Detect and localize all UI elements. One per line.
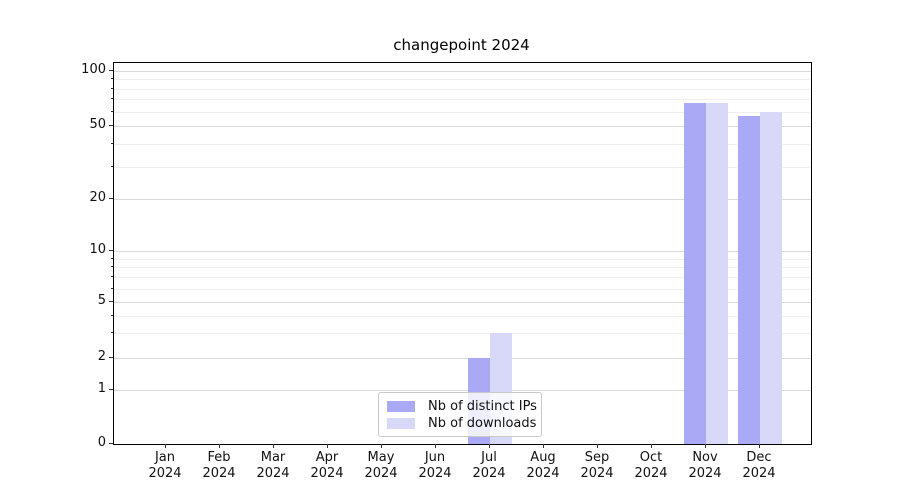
- grid-layer: [114, 63, 811, 444]
- y-axis-tick: [109, 125, 113, 126]
- bar-distinct-ips: [684, 102, 706, 444]
- gridline-minor: [114, 277, 811, 279]
- y-axis-tick-label: 2: [97, 349, 106, 364]
- gridline-major: [114, 251, 811, 252]
- y-axis-minor-tick: [111, 110, 113, 112]
- x-axis-tick: [327, 444, 328, 448]
- x-axis-tick-label: Jan 2024: [148, 450, 182, 481]
- x-axis-tick-label: Dec 2024: [742, 450, 776, 481]
- y-axis-minor-tick: [111, 165, 113, 167]
- plot-area: [113, 62, 812, 445]
- gridline-major: [114, 71, 811, 72]
- legend-swatch-distinct-ips: [387, 400, 415, 412]
- x-axis-tick-label: Jun 2024: [418, 450, 452, 481]
- gridline-minor: [114, 288, 811, 290]
- bar-downloads: [706, 102, 728, 444]
- y-axis-minor-tick: [111, 266, 113, 268]
- y-axis-tick: [109, 389, 113, 390]
- legend-item: Nb of downloads: [387, 415, 537, 431]
- y-axis-minor-tick: [111, 276, 113, 278]
- y-axis-tick-label: 100: [81, 62, 106, 77]
- gridline-minor: [114, 99, 811, 101]
- y-axis-minor-tick: [111, 98, 113, 100]
- y-axis-tick-label: 5: [97, 293, 106, 308]
- legend-item: Nb of distinct IPs: [387, 398, 537, 414]
- y-axis-tick: [109, 301, 113, 302]
- y-axis-minor-tick: [111, 287, 113, 289]
- x-axis-tick: [165, 444, 166, 448]
- x-axis-tick-label: Aug 2024: [526, 450, 560, 481]
- legend-swatch-downloads: [387, 417, 415, 429]
- y-axis-tick-label: 10: [89, 242, 106, 257]
- gridline-minor: [114, 88, 811, 90]
- legend: Nb of distinct IPs Nb of downloads: [378, 392, 542, 437]
- gridline-major: [114, 199, 811, 200]
- legend-label-downloads: Nb of downloads: [428, 415, 537, 431]
- gridline-minor: [114, 111, 811, 113]
- y-axis-minor-tick: [111, 314, 113, 316]
- gridline-minor: [114, 79, 811, 81]
- gridline-major: [114, 358, 811, 359]
- y-axis-minor-tick: [111, 78, 113, 80]
- y-axis-tick: [109, 70, 113, 71]
- gridline-minor: [114, 267, 811, 269]
- y-axis-tick: [109, 443, 113, 444]
- bar-distinct-ips: [738, 115, 760, 444]
- x-axis-tick-label: Feb 2024: [202, 450, 236, 481]
- gridline-major: [114, 126, 811, 127]
- x-axis-tick-label: Oct 2024: [634, 450, 668, 481]
- y-axis-tick-label: 20: [89, 190, 106, 205]
- x-axis-tick: [651, 444, 652, 448]
- y-axis-tick: [109, 198, 113, 199]
- y-axis-tick-label: 1: [97, 381, 106, 396]
- x-axis-tick: [543, 444, 544, 448]
- x-axis-tick-label: Jul 2024: [472, 450, 506, 481]
- chart-title: changepoint 2024: [393, 36, 530, 54]
- y-axis-tick-label: 0: [97, 435, 106, 450]
- y-axis-minor-tick: [111, 257, 113, 259]
- x-axis-tick: [273, 444, 274, 448]
- x-axis-tick: [219, 444, 220, 448]
- x-axis-tick: [435, 444, 436, 448]
- x-axis-tick-label: Apr 2024: [310, 450, 344, 481]
- y-axis-minor-tick: [111, 332, 113, 334]
- gridline-minor: [114, 143, 811, 145]
- x-axis-tick: [705, 444, 706, 448]
- gridline-major: [114, 302, 811, 303]
- x-axis-tick: [597, 444, 598, 448]
- y-axis-tick: [109, 357, 113, 358]
- y-axis-tick-label: 50: [89, 117, 106, 132]
- y-axis-minor-tick: [111, 87, 113, 89]
- bar-downloads: [760, 111, 782, 444]
- x-axis-tick: [759, 444, 760, 448]
- bar-layer: [114, 63, 811, 444]
- gridline-minor: [114, 333, 811, 335]
- gridline-major: [114, 390, 811, 391]
- x-axis-tick: [489, 444, 490, 448]
- y-axis-minor-tick: [111, 142, 113, 144]
- gridline-minor: [114, 315, 811, 317]
- gridline-minor: [114, 166, 811, 168]
- legend-label-distinct-ips: Nb of distinct IPs: [428, 398, 537, 414]
- x-axis-tick-label: May 2024: [364, 450, 398, 481]
- x-axis-tick-label: Nov 2024: [688, 450, 722, 481]
- gridline-minor: [114, 258, 811, 260]
- x-axis-tick-label: Mar 2024: [256, 450, 290, 481]
- x-axis-tick: [381, 444, 382, 448]
- x-axis-tick-label: Sep 2024: [580, 450, 614, 481]
- y-axis-tick: [109, 250, 113, 251]
